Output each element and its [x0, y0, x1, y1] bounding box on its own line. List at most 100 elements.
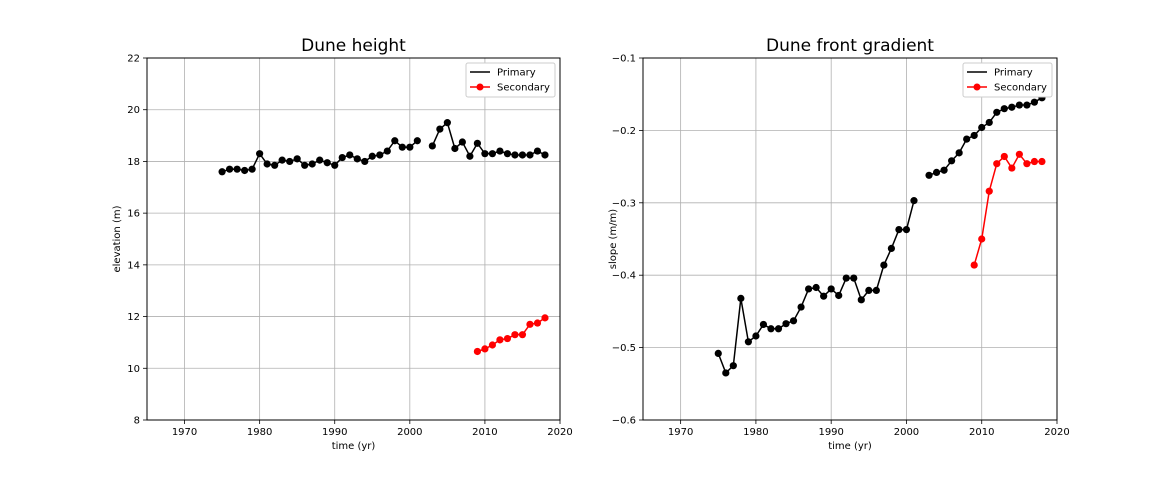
data-point-primary: [331, 161, 339, 169]
data-point-primary: [714, 349, 722, 357]
legend-secondary-marker: [973, 83, 981, 91]
chart-dune-height: 1970 1980 1990 2000 2010 2020810121416182022 …: [112, 36, 573, 452]
data-point-primary: [496, 147, 504, 155]
chart-dune-front-gradient: 1970 1980 1990 2000 2010 2020 −0.6 −0.5 −0.4 −0.3…: [608, 36, 1070, 452]
data-point-primary: [271, 161, 279, 169]
y-tick-label: 12: [127, 312, 140, 323]
data-point-primary: [978, 123, 986, 132]
data-point-primary: [902, 225, 911, 234]
data-point-primary: [233, 165, 241, 173]
data-point-primary: [248, 165, 256, 173]
data-point-secondary: [1023, 160, 1031, 168]
data-point-primary: [458, 138, 466, 146]
data-point-primary: [1015, 101, 1023, 109]
data-point-primary: [323, 159, 331, 167]
data-point-primary: [797, 303, 805, 311]
x-tick-label: 1980: [743, 427, 768, 438]
y-tick-label: 16: [127, 209, 140, 220]
x-tick-label: 1990: [818, 427, 843, 438]
x-tick-label: 2000: [397, 427, 422, 438]
data-point-secondary: [473, 347, 481, 356]
data-point-primary: [436, 125, 444, 133]
data-point-secondary: [526, 320, 534, 328]
legend-primary-label: Primary: [497, 68, 536, 79]
data-point-primary: [737, 294, 745, 302]
data-point-primary: [338, 153, 346, 162]
y-tick-label: −0.1: [612, 54, 636, 65]
data-point-primary: [241, 166, 249, 175]
plot-frame: [146, 57, 561, 421]
data-point-primary: [782, 320, 790, 328]
data-point-primary: [428, 142, 436, 150]
data-point-primary: [827, 285, 835, 293]
data-point-primary: [473, 139, 481, 147]
data-point-primary: [1008, 103, 1016, 111]
data-point-primary: [518, 151, 527, 159]
legend-secondary-label: Secondary: [994, 83, 1047, 94]
data-point-primary: [925, 171, 933, 179]
data-point-primary: [286, 157, 294, 166]
legend-secondary-label: Secondary: [497, 83, 550, 94]
data-point-primary: [1000, 105, 1008, 113]
data-point-primary: [218, 168, 226, 176]
data-point-primary: [443, 119, 451, 127]
x-tick-label: 1980: [247, 427, 272, 438]
data-point-primary: [316, 156, 324, 164]
data-point-primary: [955, 149, 963, 157]
data-point-secondary: [1000, 152, 1008, 161]
data-point-primary: [970, 131, 978, 140]
data-point-primary: [481, 150, 489, 158]
data-point-primary: [948, 157, 956, 165]
data-point-secondary: [518, 331, 527, 339]
x-tick-label: 2010: [969, 427, 994, 438]
data-point-primary: [835, 291, 843, 300]
data-point-primary: [308, 160, 316, 168]
data-point-primary: [872, 286, 880, 295]
data-point-primary: [887, 244, 896, 253]
data-point-primary: [759, 320, 768, 329]
data-point-primary: [391, 137, 399, 145]
data-point-secondary: [978, 235, 986, 243]
data-point-primary: [805, 285, 813, 293]
y-axis-label: slope (m/m): [608, 209, 619, 270]
data-point-secondary: [541, 314, 549, 322]
y-tick-label: 20: [127, 105, 140, 116]
data-point-primary: [767, 325, 775, 333]
data-point-primary: [346, 151, 354, 159]
chart-title: Dune front gradient: [766, 36, 934, 56]
data-point-primary: [398, 143, 406, 151]
data-point-primary: [256, 150, 264, 158]
data-point-secondary: [1008, 164, 1016, 172]
data-point-primary: [857, 296, 865, 304]
data-point-primary: [820, 292, 828, 300]
data-point-primary: [880, 261, 888, 269]
data-point-secondary: [503, 334, 512, 343]
legend-primary-label: Primary: [994, 68, 1033, 79]
x-axis-label: time (yr): [332, 441, 376, 452]
x-tick-label: 2020: [547, 427, 572, 438]
data-point-primary: [383, 147, 391, 155]
legend: Primary Secondary: [465, 62, 556, 98]
x-tick-label: 1970: [172, 427, 197, 438]
data-point-primary: [993, 108, 1001, 116]
x-tick-label: 2020: [1044, 427, 1069, 438]
data-point-primary: [511, 151, 519, 159]
data-point-secondary: [511, 331, 519, 339]
x-tick-label: 2000: [894, 427, 919, 438]
data-point-primary: [301, 161, 309, 169]
data-point-primary: [1030, 98, 1039, 106]
data-point-primary: [850, 274, 858, 282]
data-point-primary: [774, 325, 783, 333]
data-point-primary: [541, 151, 549, 159]
data-point-primary: [406, 143, 414, 151]
data-point-primary: [533, 147, 542, 155]
data-point-primary: [940, 166, 948, 174]
data-point-primary: [744, 338, 752, 346]
plot-frame: [642, 57, 1058, 421]
data-point-secondary: [993, 160, 1001, 168]
x-tick-label: 1990: [322, 427, 347, 438]
y-tick-label: −0.2: [612, 126, 636, 137]
legend: Primary Secondary: [962, 62, 1053, 98]
data-point-primary: [963, 135, 971, 143]
